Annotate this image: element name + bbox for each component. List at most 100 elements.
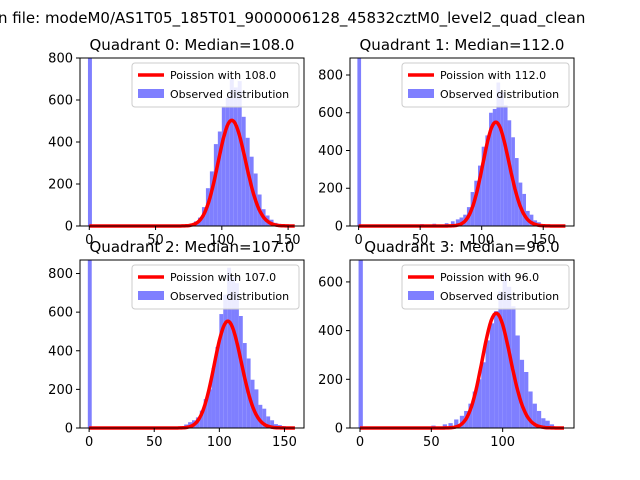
hist-bar — [472, 391, 477, 428]
hist-bar — [234, 283, 239, 428]
hist-bar — [489, 323, 495, 428]
hist-bar — [494, 311, 499, 428]
hist-bar — [217, 131, 222, 226]
figure-suptitle: n file: modeM0/AS1T05_185T01_9000006128_… — [0, 9, 585, 28]
hist-bar — [245, 137, 250, 226]
hist-bar — [541, 418, 546, 428]
hist-bar — [481, 146, 486, 226]
hist-bar — [481, 362, 486, 428]
x-tick-label: 50 — [147, 233, 164, 248]
hist-bar — [545, 420, 550, 428]
legend-box — [401, 62, 570, 108]
hist-bar — [498, 291, 503, 428]
hist-bar — [507, 120, 512, 226]
panel-title: Quadrant 3: Median=96.0 — [364, 238, 559, 256]
legend-box — [131, 264, 300, 310]
legend-box — [131, 62, 300, 108]
hist-bar — [478, 165, 482, 226]
hist-bar-zero — [358, 260, 363, 428]
hist-bar — [522, 193, 526, 226]
hist-bar — [238, 316, 243, 428]
y-tick-label: 800 — [318, 68, 343, 83]
panel-title: Quadrant 1: Median=112.0 — [360, 36, 565, 54]
hist-bar — [515, 335, 520, 428]
legend-label-observed: Observed distribution — [440, 290, 559, 303]
hist-bar — [485, 340, 490, 428]
hist-bar — [454, 419, 459, 428]
hist-bar — [229, 79, 234, 226]
y-tick-label: 400 — [48, 136, 73, 151]
hist-bar — [221, 106, 226, 226]
y-tick-label: 0 — [65, 220, 73, 235]
x-tick-label: 50 — [146, 435, 163, 450]
hist-bar — [536, 410, 542, 428]
x-tick-label: 0 — [85, 435, 93, 450]
chart-panel-1: 0 50 100 150 0 200 400 600 800 Quadrant 1: Median… — [318, 36, 575, 248]
hist-bar — [231, 277, 235, 428]
x-tick-label: 100 — [490, 435, 515, 450]
y-tick-label: 400 — [318, 324, 343, 339]
plot-frame — [349, 57, 575, 227]
x-tick-label: 150 — [531, 233, 556, 248]
hist-bar — [468, 403, 473, 428]
hist-bar — [211, 368, 216, 428]
legend-bar-swatch — [408, 89, 434, 98]
hist-bar — [258, 404, 263, 428]
hist-bar — [207, 389, 212, 428]
x-tick-label: 0 — [354, 233, 362, 248]
hist-bar — [266, 416, 271, 428]
x-tick-label: 100 — [207, 435, 232, 450]
legend-bar-swatch — [408, 291, 434, 300]
hist-bar — [492, 108, 497, 226]
legend-label-poisson: Poission with 107.0 — [170, 271, 276, 284]
y-tick-label: 800 — [48, 267, 73, 282]
y-tick-label: 200 — [318, 373, 343, 388]
hist-bar — [476, 379, 482, 428]
hist-bar — [496, 82, 501, 226]
hist-bar — [223, 294, 228, 428]
chart-panel-0: 0 50 100 150 0 200 400 600 800 Quadrant 0: Median… — [48, 36, 305, 248]
y-tick-label: 600 — [48, 94, 73, 109]
poisson-curve — [358, 120, 566, 228]
hist-bar — [503, 105, 508, 226]
legend-label-observed: Observed distribution — [440, 88, 559, 101]
x-tick-label: 150 — [272, 435, 297, 450]
x-tick-label: 150 — [276, 233, 301, 248]
hist-bar — [455, 219, 460, 226]
y-tick-label: 600 — [318, 275, 343, 290]
hist-bar — [532, 403, 537, 428]
hist-bar — [237, 81, 242, 226]
hist-bar — [254, 389, 259, 428]
hist-bar — [262, 408, 267, 428]
y-tick-label: 800 — [48, 52, 73, 67]
hist-bar — [474, 180, 478, 226]
hist-bar-zero — [87, 58, 92, 226]
legend-label-poisson: Poission with 96.0 — [440, 271, 539, 284]
hist-bar — [450, 221, 455, 226]
x-tick-label: 0 — [85, 233, 93, 248]
legend-label-observed: Observed distribution — [170, 290, 289, 303]
panel-title: Quadrant 0: Median=108.0 — [90, 36, 295, 54]
hist-bar — [528, 391, 533, 428]
x-tick-label: 100 — [209, 233, 234, 248]
legend-box — [401, 264, 570, 310]
chart-panel-2: 0 50 100 150 0 200 400 600 800 Quadrant 2: Median… — [48, 238, 305, 450]
x-tick-label: 0 — [356, 435, 364, 450]
hist-bar — [213, 144, 218, 226]
legend-label-poisson: Poission with 108.0 — [170, 69, 276, 82]
hist-bar — [529, 214, 534, 226]
panel-title: Quadrant 2: Median=107.0 — [90, 238, 295, 256]
chart-panel-3: 0 50 100 0 200 400 600 Quadrant 3: Median=96.0 P… — [318, 238, 575, 450]
hist-bar-zero — [357, 58, 362, 226]
hist-bar — [225, 97, 230, 227]
legend-bar-swatch — [138, 89, 164, 98]
hist-bar — [485, 135, 490, 226]
hist-bar — [502, 272, 507, 428]
plot-frame — [349, 259, 575, 429]
y-tick-label: 0 — [65, 422, 73, 437]
hist-bar — [215, 346, 220, 428]
y-tick-label: 400 — [318, 144, 343, 159]
hist-bar-zero — [87, 260, 92, 428]
hist-bar — [219, 314, 224, 428]
